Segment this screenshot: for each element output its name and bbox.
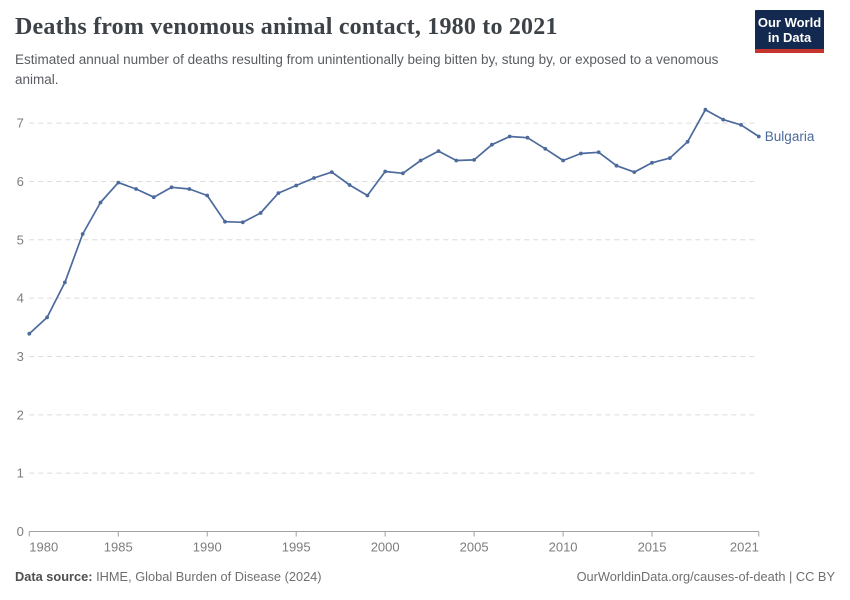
data-source-value: IHME, Global Burden of Disease (2024) [92, 569, 322, 584]
data-point[interactable] [205, 193, 210, 198]
data-point[interactable] [45, 315, 49, 320]
data-point[interactable] [614, 163, 619, 168]
x-axis-label: 1985 [104, 540, 133, 555]
series-line[interactable] [28, 108, 760, 335]
chart-footer: Data source: IHME, Global Burden of Dise… [15, 569, 835, 584]
data-point[interactable] [116, 180, 121, 185]
data-point[interactable] [383, 169, 388, 174]
y-axis-label: 0 [17, 524, 24, 539]
data-point[interactable] [543, 146, 548, 151]
data-point[interactable] [418, 158, 423, 163]
data-point[interactable] [223, 219, 227, 224]
data-point[interactable] [151, 195, 156, 200]
data-point[interactable] [721, 117, 726, 122]
x-axis-label: 2021 [730, 540, 759, 555]
data-point[interactable] [240, 220, 245, 225]
data-point[interactable] [365, 193, 370, 198]
y-axis-label: 7 [17, 116, 24, 131]
data-point[interactable] [401, 171, 405, 176]
data-point[interactable] [525, 135, 530, 140]
data-point[interactable] [276, 191, 281, 196]
y-axis-label: 1 [17, 466, 24, 481]
data-source-label: Data source: [15, 569, 93, 584]
x-axis-label: 2015 [638, 540, 667, 555]
owid-logo-line2: in Data [767, 29, 812, 45]
owid-logo-stripe [755, 49, 824, 53]
x-axis-label: 1990 [193, 540, 222, 555]
data-point[interactable] [258, 211, 263, 215]
data-point[interactable] [472, 158, 476, 162]
data-point[interactable] [169, 185, 174, 190]
y-axis-label: 3 [17, 349, 24, 364]
owid-logo-line1: Our World [757, 14, 822, 30]
x-axis-label: 1980 [29, 540, 58, 555]
data-point[interactable] [703, 107, 708, 112]
data-point[interactable] [650, 160, 654, 165]
footer-link[interactable]: OurWorldinData.org/causes-of-death | CC … [576, 569, 835, 584]
data-point[interactable] [98, 200, 103, 205]
data-point[interactable] [454, 158, 459, 163]
data-point[interactable] [561, 158, 565, 163]
y-axis-label: 2 [17, 407, 24, 422]
y-axis-label: 5 [17, 232, 24, 247]
y-axis-label: 4 [17, 291, 24, 306]
data-point[interactable] [27, 331, 32, 336]
x-axis-label: 2000 [371, 540, 400, 555]
data-point[interactable] [507, 134, 512, 139]
data-point[interactable] [436, 149, 441, 154]
data-point[interactable] [80, 232, 85, 236]
data-point[interactable] [134, 187, 139, 191]
data-point[interactable] [329, 170, 334, 175]
data-point[interactable] [63, 280, 67, 285]
chart-header: Deaths from venomous animal contact, 198… [15, 10, 835, 91]
data-point[interactable] [294, 183, 299, 188]
data-point[interactable] [756, 134, 761, 139]
chart-title: Deaths from venomous animal contact, 198… [15, 14, 558, 40]
data-point[interactable] [739, 123, 743, 127]
data-point[interactable] [632, 170, 637, 175]
data-point[interactable] [312, 176, 316, 180]
data-point[interactable] [579, 151, 583, 156]
data-point[interactable] [596, 150, 601, 155]
x-axis-label: 1995 [282, 540, 311, 555]
data-point[interactable] [490, 142, 494, 147]
x-axis-label: 2010 [549, 540, 578, 555]
y-axis-label: 6 [17, 174, 24, 189]
data-source: Data source: IHME, Global Burden of Dise… [15, 569, 322, 584]
data-point[interactable] [347, 183, 352, 187]
data-point[interactable] [667, 156, 672, 161]
data-point[interactable] [685, 139, 690, 144]
owid-logo: Our World in Data [755, 10, 824, 53]
entity-label[interactable]: Bulgaria [765, 129, 815, 144]
data-point[interactable] [187, 187, 192, 191]
x-axis-label: 2005 [460, 540, 489, 555]
chart-subtitle: Estimated annual number of deaths result… [15, 52, 719, 88]
